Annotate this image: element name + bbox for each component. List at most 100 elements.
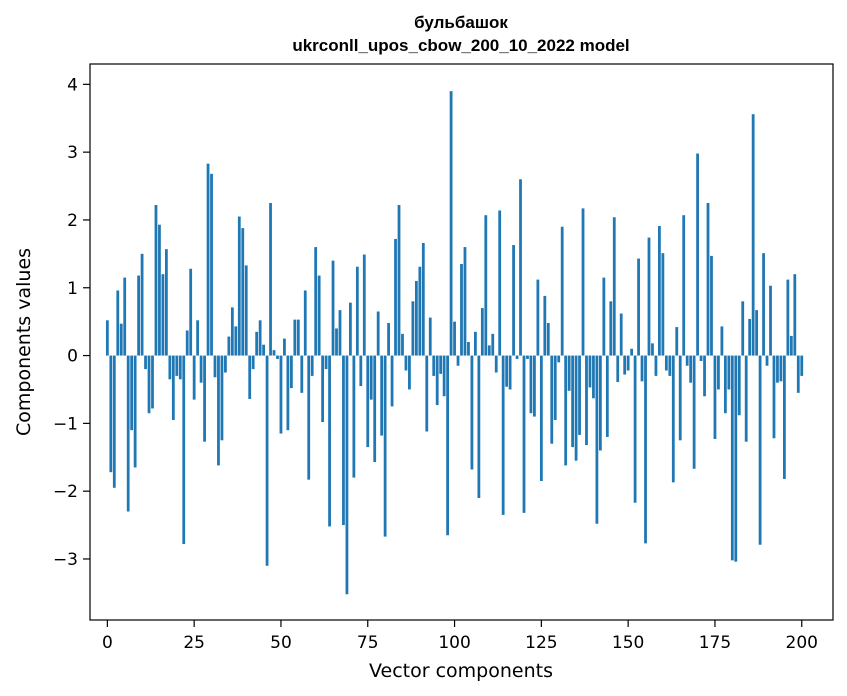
bar	[553, 355, 557, 420]
bar	[751, 114, 755, 356]
bar	[230, 307, 234, 356]
bar	[685, 355, 689, 366]
x-tick-label: 0	[102, 633, 113, 653]
bar	[171, 355, 175, 420]
bar	[539, 355, 543, 481]
bar	[734, 355, 738, 562]
bar	[467, 342, 470, 356]
x-tick-label: 150	[612, 633, 644, 653]
bar	[342, 355, 345, 526]
bar	[484, 215, 488, 356]
bar	[578, 355, 581, 435]
bar	[546, 323, 550, 356]
bar	[647, 237, 651, 356]
bar	[137, 275, 140, 356]
bar	[602, 277, 606, 356]
bar	[616, 355, 620, 382]
y-tick-label: −2	[53, 482, 78, 502]
bar	[487, 345, 491, 356]
bar	[557, 355, 561, 363]
bar	[592, 355, 595, 399]
bar	[717, 355, 720, 390]
bar	[255, 331, 259, 356]
bar	[494, 355, 498, 373]
bar	[408, 355, 411, 390]
bar	[619, 313, 623, 356]
bar	[703, 355, 706, 397]
bar	[133, 355, 137, 468]
bar	[401, 333, 404, 356]
bar	[595, 355, 599, 524]
bar	[588, 355, 592, 388]
bar	[682, 215, 686, 356]
bar	[428, 317, 432, 356]
bar	[630, 348, 634, 356]
bar	[626, 355, 630, 371]
bar	[331, 260, 335, 356]
y-tick-label: 3	[67, 143, 78, 163]
x-axis-ticks: 0 25 50 75 100 125 150 175 200	[102, 620, 818, 653]
bar	[675, 327, 679, 356]
bar	[567, 355, 571, 391]
bar	[550, 355, 554, 444]
bar	[696, 153, 699, 356]
chart-subtitle: ukrconll_upos_cbow_200_10_2022 model	[292, 36, 629, 55]
bar	[220, 355, 224, 441]
bar	[442, 355, 446, 397]
bar	[258, 320, 262, 356]
bar	[692, 355, 696, 469]
bar	[598, 355, 602, 451]
bar	[283, 338, 286, 356]
bar	[109, 355, 113, 473]
bar	[383, 355, 387, 537]
y-tick-label: 2	[67, 211, 78, 231]
bar	[644, 355, 647, 544]
bar	[748, 318, 752, 356]
bar	[585, 355, 588, 446]
bar	[710, 255, 713, 356]
bar	[470, 355, 474, 470]
bar	[394, 238, 397, 356]
x-tick-label: 50	[270, 633, 292, 653]
bar	[800, 355, 804, 376]
bar	[203, 355, 206, 442]
bar	[522, 355, 526, 513]
bar	[474, 331, 477, 356]
bar	[151, 355, 154, 409]
bar	[776, 355, 779, 383]
bar	[765, 355, 769, 366]
bar	[192, 355, 196, 400]
bar	[217, 355, 220, 466]
bar	[265, 355, 269, 566]
bar	[178, 355, 182, 380]
bar	[199, 355, 203, 383]
bar	[501, 355, 505, 515]
bar	[456, 355, 460, 366]
bar	[293, 319, 297, 356]
bar	[116, 290, 120, 356]
bar	[328, 355, 331, 527]
x-tick-label: 25	[183, 633, 205, 653]
bar	[359, 355, 363, 387]
bar	[446, 355, 449, 536]
bar	[411, 301, 415, 356]
bar	[210, 173, 213, 356]
bars-group	[105, 91, 804, 595]
bar	[373, 355, 377, 463]
bar	[369, 355, 373, 400]
bar	[387, 323, 390, 356]
bar	[515, 355, 519, 359]
x-tick-label: 200	[786, 633, 818, 653]
bar	[345, 355, 349, 595]
bar	[664, 355, 668, 371]
bar	[168, 355, 172, 380]
bar	[699, 355, 703, 361]
bar	[640, 355, 644, 382]
bar	[564, 355, 568, 466]
bar	[338, 310, 342, 356]
bar	[435, 355, 439, 406]
bar	[727, 355, 731, 390]
bar	[741, 301, 745, 356]
bar	[772, 355, 776, 439]
